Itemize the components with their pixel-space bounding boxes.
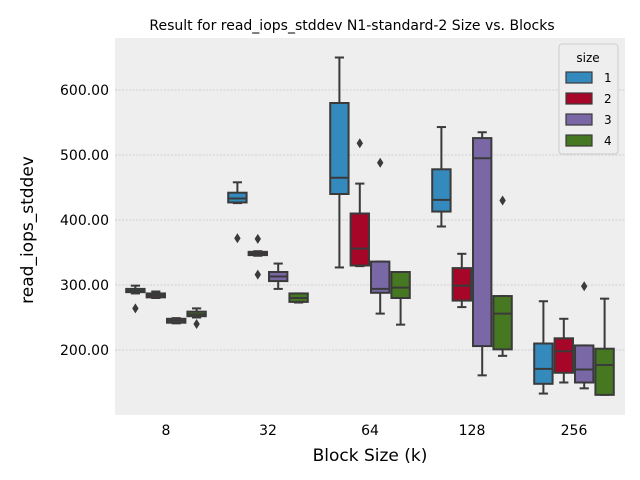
box-body	[492, 295, 513, 351]
box-body	[533, 342, 554, 385]
box-256-size-3	[574, 281, 595, 390]
box-128-size-3	[472, 131, 493, 377]
x-tick-label: 256	[561, 423, 588, 439]
y-axis-label: read_iops_stddev	[18, 156, 38, 304]
box-128-size-1	[431, 126, 452, 228]
x-tick-label: 64	[361, 423, 379, 439]
outlier-point	[254, 233, 261, 244]
outlier-point	[234, 233, 241, 244]
legend-label-size-3: 3	[604, 113, 612, 127]
box-64-size-3	[370, 157, 391, 315]
box-128-size-2	[451, 252, 472, 309]
box-body	[431, 168, 452, 213]
box-32-size-2	[247, 233, 268, 280]
y-tick-label: 200.00	[60, 343, 109, 359]
x-axis-ticks: 8 32 64 128 256	[162, 423, 588, 439]
box-series-group	[125, 56, 615, 396]
box-64-size-2	[349, 138, 370, 268]
box-32-size-4	[288, 292, 309, 304]
box-body	[349, 212, 370, 267]
legend-swatch-size-1	[565, 71, 593, 84]
outlier-point	[254, 269, 261, 280]
box-256-size-4	[594, 297, 615, 396]
chart-title: Result for read_iops_stddev N1-standard-…	[149, 18, 554, 34]
box-body	[574, 344, 595, 384]
x-tick-label: 32	[259, 423, 277, 439]
box-body	[594, 347, 615, 396]
box-256-size-2	[553, 317, 574, 384]
box-8-size-4	[186, 307, 207, 329]
outlier-point	[356, 138, 363, 149]
box-64-size-4	[390, 271, 411, 326]
legend-label-size-4: 4	[604, 134, 612, 148]
y-tick-label: 400.00	[60, 213, 109, 229]
legend-label-size-2: 2	[604, 92, 612, 106]
box-8-size-1	[125, 284, 146, 314]
outlier-point	[193, 319, 200, 329]
legend-title: size	[576, 51, 599, 65]
box-8-size-3	[166, 317, 187, 325]
legend-swatch-size-4	[565, 134, 593, 147]
x-tick-label: 128	[459, 423, 486, 439]
legend-swatch-size-2	[565, 92, 593, 105]
y-tick-label: 300.00	[60, 278, 109, 294]
y-axis-ticks: 200.00 300.00 400.00 500.00 600.00	[60, 83, 109, 359]
legend: size 1 2 3 4	[558, 43, 619, 155]
outlier-point	[377, 157, 384, 168]
outlier-point	[132, 303, 139, 314]
legend-label-size-1: 1	[604, 71, 612, 85]
x-axis-label: Block Size (k)	[313, 446, 428, 466]
outlier-point	[499, 195, 506, 206]
box-body	[390, 271, 411, 299]
box-body	[451, 267, 472, 302]
box-body	[553, 337, 574, 374]
box-body	[472, 137, 493, 348]
box-32-size-3	[268, 262, 289, 290]
outlier-point	[581, 281, 588, 292]
legend-swatch-size-3	[565, 113, 593, 126]
x-tick-label: 8	[162, 423, 171, 439]
box-32-size-1	[227, 181, 248, 244]
y-tick-label: 500.00	[60, 148, 109, 164]
box-128-size-4	[492, 195, 513, 357]
y-tick-label: 600.00	[60, 83, 109, 99]
box-body	[370, 260, 391, 294]
box-256-size-1	[533, 300, 554, 395]
box-body	[329, 102, 350, 195]
box-8-size-2	[145, 290, 166, 299]
box-64-size-1	[329, 56, 350, 269]
